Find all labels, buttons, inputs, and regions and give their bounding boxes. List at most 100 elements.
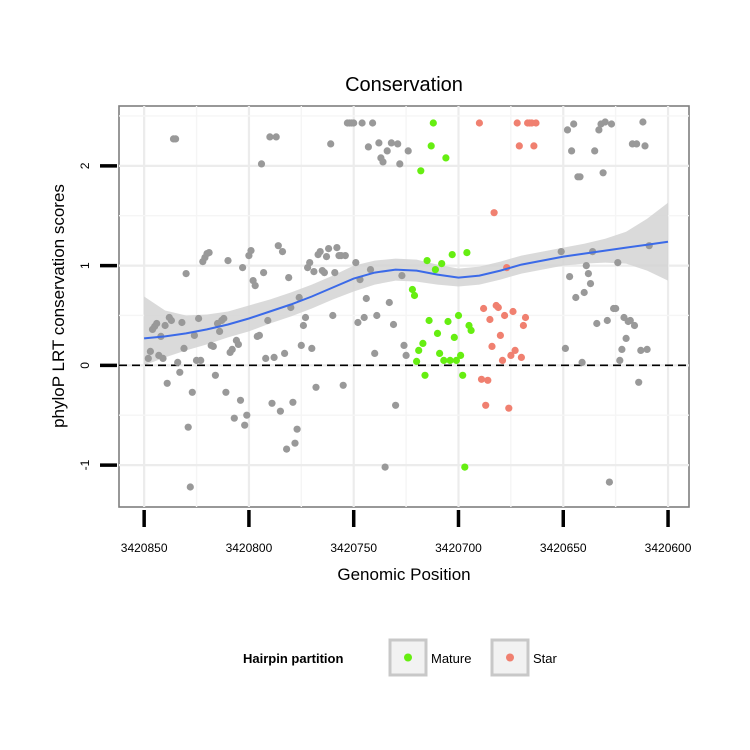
smooth-trend-line xyxy=(144,240,669,340)
legend-marker-star xyxy=(506,653,514,662)
other-point-131 xyxy=(572,293,580,302)
other-point-136 xyxy=(582,262,590,270)
y-tick-label-2: 1 xyxy=(78,262,92,269)
mature-point-22 xyxy=(454,311,463,320)
other-point-70 xyxy=(291,439,299,447)
y-tick-label-1: 0 xyxy=(78,362,92,369)
other-point-102 xyxy=(358,119,366,127)
x-tick-label-1: 3420800 xyxy=(226,541,273,555)
other-point-99 xyxy=(352,259,360,267)
other-point-74 xyxy=(299,321,307,330)
mature-point-21 xyxy=(452,356,460,364)
other-point-98 xyxy=(350,119,358,127)
other-point-164 xyxy=(641,142,649,150)
other-point-94 xyxy=(341,252,349,260)
other-point-8 xyxy=(161,321,169,330)
x-axis-title: Genomic Position xyxy=(337,565,470,584)
other-point-36 xyxy=(220,314,228,323)
other-point-162 xyxy=(637,346,645,354)
other-point-44 xyxy=(236,396,245,404)
other-point-29 xyxy=(205,249,213,257)
other-point-60 xyxy=(270,353,278,361)
other-point-150 xyxy=(612,304,620,313)
other-point-130 xyxy=(570,120,578,128)
y-axis: -1 0 1 2 xyxy=(78,162,117,470)
mature-point-24 xyxy=(459,371,467,379)
other-point-109 xyxy=(373,311,381,320)
other-point-25 xyxy=(197,356,205,364)
other-point-63 xyxy=(276,407,284,415)
other-point-118 xyxy=(392,401,400,409)
other-point-138 xyxy=(586,280,595,288)
other-point-135 xyxy=(580,288,588,297)
other-point-71 xyxy=(293,425,301,433)
other-point-147 xyxy=(605,478,614,486)
other-point-84 xyxy=(320,269,328,277)
other-point-13 xyxy=(172,135,180,143)
mature-point-13 xyxy=(436,349,444,357)
other-point-58 xyxy=(266,133,274,141)
mature-point-10 xyxy=(429,119,437,127)
other-point-65 xyxy=(281,349,289,357)
legend-label-mature: Mature xyxy=(431,651,471,666)
other-point-163 xyxy=(639,118,647,126)
mature-point-18 xyxy=(446,356,454,364)
other-point-121 xyxy=(398,272,406,280)
other-point-54 xyxy=(257,160,266,168)
legend-title: Hairpin partition xyxy=(243,651,343,666)
mature-point-19 xyxy=(448,251,456,259)
other-point-34 xyxy=(216,327,224,335)
other-point-64 xyxy=(278,248,287,256)
mature-point-14 xyxy=(438,260,446,268)
x-tick-label-5: 3420600 xyxy=(645,541,692,555)
other-point-4 xyxy=(153,319,161,328)
legend-label-star: Star xyxy=(533,651,558,666)
other-point-89 xyxy=(331,269,339,277)
other-point-123 xyxy=(402,351,410,359)
star-point-3 xyxy=(482,401,490,409)
other-point-21 xyxy=(188,388,196,396)
other-point-125 xyxy=(557,248,565,256)
mature-point-4 xyxy=(417,167,425,175)
other-point-129 xyxy=(568,147,576,155)
mature-point-5 xyxy=(419,339,427,347)
other-point-15 xyxy=(176,368,184,376)
star-point-6 xyxy=(488,342,496,350)
chart-title: Conservation xyxy=(345,74,463,96)
mature-point-26 xyxy=(463,249,471,257)
other-point-88 xyxy=(329,311,337,320)
other-point-114 xyxy=(383,147,391,155)
other-point-103 xyxy=(360,313,368,322)
other-point-51 xyxy=(251,282,259,290)
other-point-146 xyxy=(603,316,611,325)
other-point-69 xyxy=(289,398,297,406)
other-point-80 xyxy=(312,383,320,391)
y-tick-label-0: -1 xyxy=(78,459,92,470)
other-point-11 xyxy=(167,316,175,325)
mature-point-17 xyxy=(444,317,452,326)
other-point-126 xyxy=(561,344,570,352)
other-point-79 xyxy=(310,268,318,276)
other-point-148 xyxy=(607,120,616,128)
star-point-19 xyxy=(515,142,523,150)
other-point-160 xyxy=(633,140,641,148)
other-point-73 xyxy=(297,341,305,349)
other-point-105 xyxy=(364,143,372,151)
other-point-106 xyxy=(366,266,375,274)
other-point-86 xyxy=(325,245,333,253)
other-point-140 xyxy=(591,147,599,155)
other-point-128 xyxy=(566,273,574,281)
other-point-45 xyxy=(239,264,247,272)
mature-point-7 xyxy=(423,257,431,265)
other-point-67 xyxy=(285,274,293,282)
other-point-110 xyxy=(375,139,383,147)
other-point-141 xyxy=(593,319,601,328)
other-point-165 xyxy=(643,345,651,353)
star-point-9 xyxy=(494,303,502,312)
other-point-127 xyxy=(563,126,572,134)
star-point-14 xyxy=(505,404,513,412)
mature-point-1 xyxy=(410,291,419,300)
other-point-18 xyxy=(182,270,190,278)
other-point-108 xyxy=(371,349,379,357)
